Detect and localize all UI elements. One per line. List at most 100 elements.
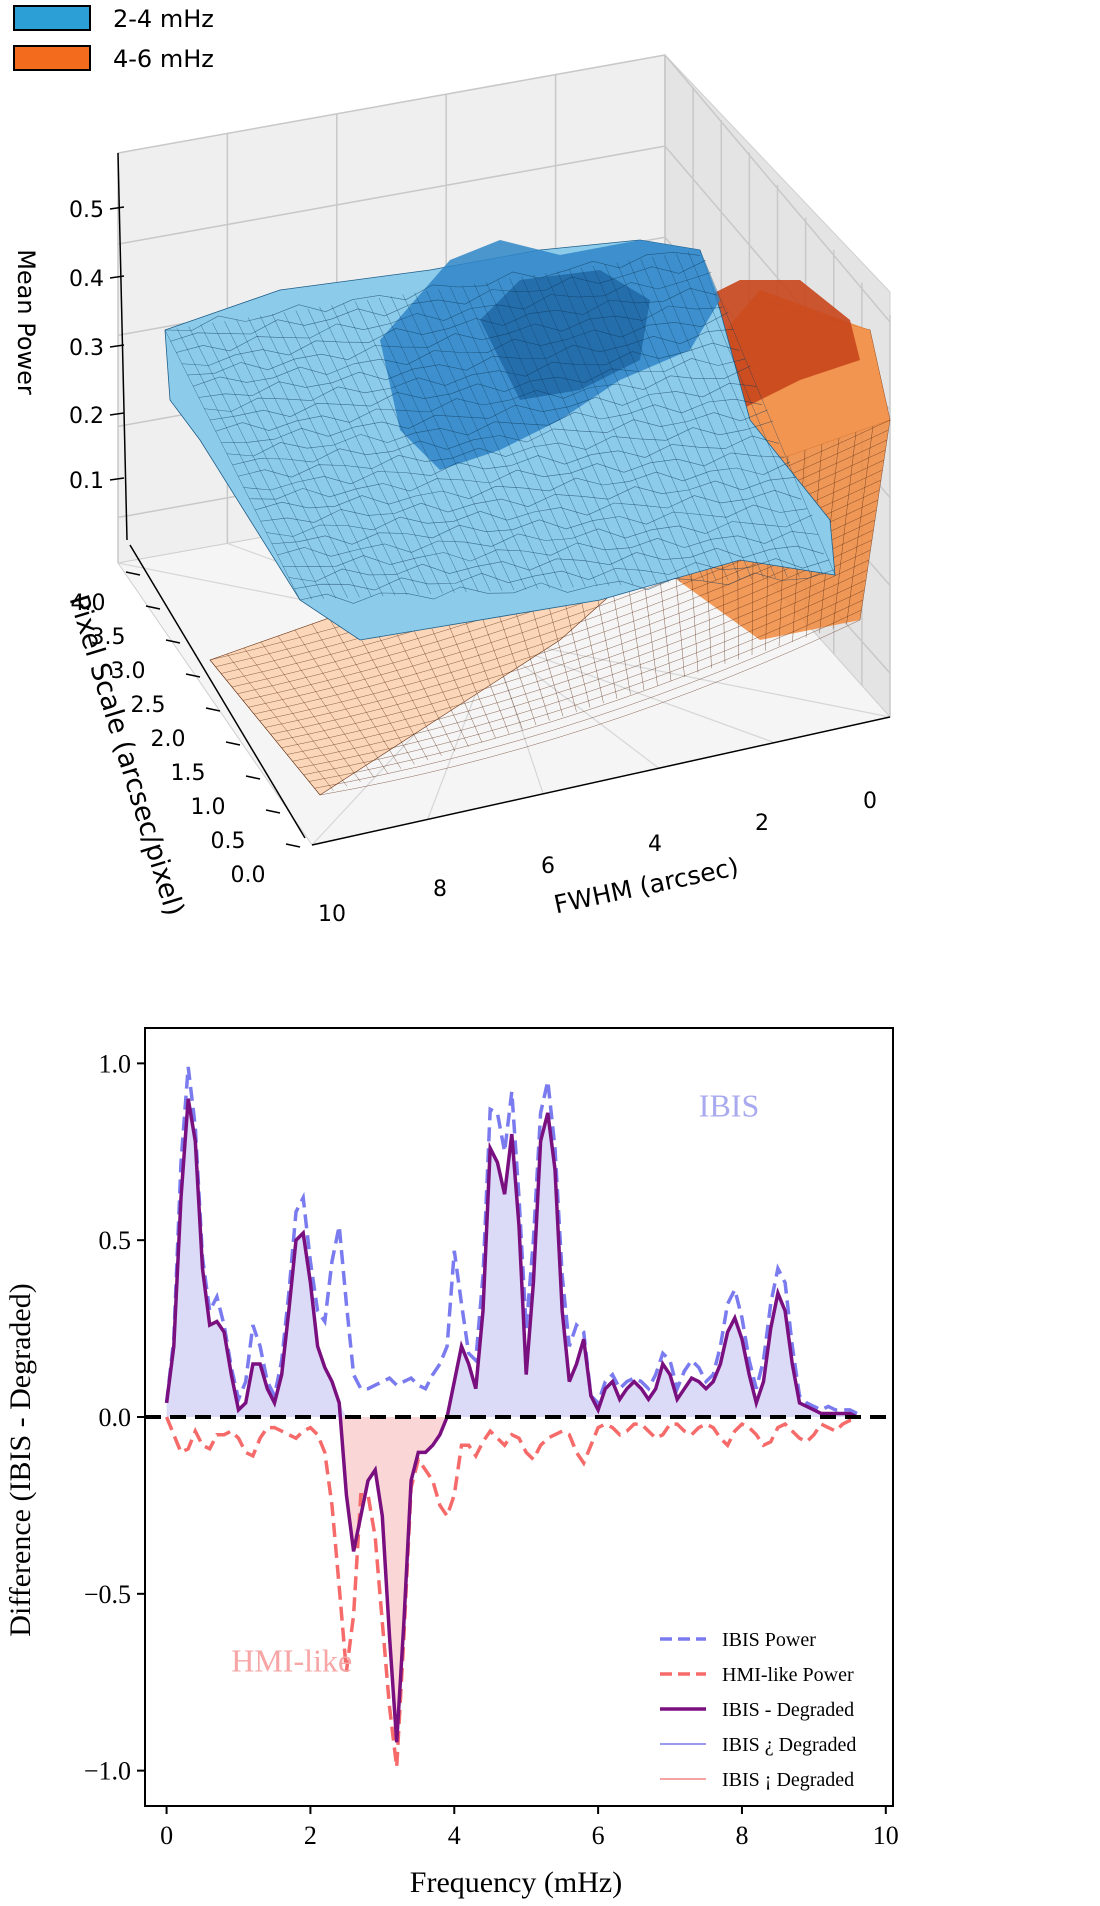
- blue-mesh-line-20: [402, 294, 539, 589]
- z-tick-mark-4: [109, 206, 125, 210]
- blue-mesh-line-18: [378, 297, 515, 591]
- blue-mesh-row-12: [232, 409, 768, 466]
- orange-mesh-line-6: [311, 623, 402, 769]
- orange-mesh-line-5: [294, 629, 388, 774]
- blue-mesh-row-1: [170, 260, 706, 342]
- blue-mesh-line-43: [675, 253, 812, 577]
- frequency-tick-label-3: 6: [592, 1821, 605, 1850]
- blue-mesh-row-4: [187, 305, 723, 376]
- z-tick-mark-0: [109, 477, 125, 481]
- blue-mesh-row-16: [254, 461, 791, 511]
- frequency-tick-label-5: 10: [873, 1821, 899, 1850]
- ibis-less-fill: [166, 1417, 858, 1743]
- blue-mesh-row-9: [215, 365, 751, 432]
- fwhm-tick-label-4: 8: [433, 877, 447, 902]
- frequency-tick-label-2: 4: [448, 1821, 461, 1850]
- pixel-scale-ticks: 0.0 0.5 1.0 1.5 2.0 2.5 3.0 3.5 4.0: [71, 544, 306, 888]
- orange-mesh-line-1: [226, 653, 334, 791]
- difference-fills: [166, 1098, 858, 1743]
- fwhm-ticks: 0 2 4 6 8 10: [311, 716, 891, 927]
- z-tick-mark-1: [109, 412, 125, 416]
- frequency-tick-label-1: 2: [304, 1821, 317, 1850]
- fwhm-tick-label-5: 10: [318, 902, 346, 927]
- blue-mesh-line-6: [236, 319, 372, 597]
- line-legend: IBIS Power HMI-like Power IBIS - Degrade…: [660, 1629, 856, 1791]
- pixel-scale-tick-mark-0: [285, 843, 301, 848]
- z-grid-back-4: [117, 54, 666, 154]
- blue-mesh-line-8: [259, 315, 396, 596]
- z-tick-label-4: 0.5: [69, 198, 104, 223]
- ibis-minus-degraded-line: [164, 1098, 858, 1743]
- z-axis-ticks: 0.1 0.2 0.3 0.4 0.5: [69, 152, 128, 541]
- fwhm-tick-label-0: 0: [863, 789, 877, 814]
- pixel-scale-tick-label-3: 1.5: [171, 761, 206, 786]
- blue-mesh-row-0: [164, 251, 701, 331]
- orange-mesh-row-13: [281, 549, 871, 748]
- blue-mesh-row-19: [271, 504, 807, 545]
- blue-mesh-line-5: [224, 321, 360, 598]
- blue-mesh-row-15: [249, 452, 785, 500]
- pixel-scale-tick-mark-7: [145, 605, 161, 610]
- pixel-scale-tick-label-2: 1.0: [191, 795, 226, 820]
- blue-mesh-row-24: [299, 569, 836, 604]
- blue-mesh-line-44: [687, 251, 824, 576]
- surface-panel: 0.1 0.2 0.3 0.4 0.5 Mean Power 0.0 0.5 1.0 1.5 2…: [12, 5, 891, 927]
- blue-mesh-line-27: [485, 281, 622, 586]
- fwhm-label: FWHM (arcsec): [551, 852, 741, 919]
- legend-hmi-power-label: HMI-like Power: [722, 1664, 854, 1686]
- legend-ibis-minus-label: IBIS - Degraded: [722, 1699, 854, 1721]
- orange-mesh-line-4: [277, 635, 375, 778]
- ibis-annotation: IBIS: [699, 1087, 759, 1123]
- blue-mesh-line-35: [580, 267, 717, 581]
- blue-mesh-line-9: [271, 313, 408, 596]
- z-tick-label-0: 0.1: [69, 469, 104, 494]
- blue-mesh-line-14: [331, 305, 467, 593]
- blue-mesh-row-14: [243, 435, 779, 491]
- surface-2-4mhz: [164, 239, 836, 641]
- legend-label-2-4mhz: 2-4 mHz: [113, 5, 214, 33]
- frequency-ticks: 0 2 4 6 8 10: [160, 1806, 899, 1850]
- legend-ibis-power-label: IBIS Power: [722, 1629, 816, 1651]
- frequency-tick-label-0: 0: [160, 1821, 173, 1850]
- difference-tick-label-4: 1.0: [99, 1049, 132, 1078]
- blue-mesh-line-42: [664, 255, 800, 577]
- pixel-scale-tick-label-5: 2.5: [131, 693, 166, 718]
- blue-mesh-row-3: [181, 287, 717, 366]
- blue-mesh-line-37: [604, 264, 741, 580]
- pixel-scale-tick-mark-4: [205, 707, 221, 712]
- z-grid-back-3: [117, 145, 666, 245]
- blue-mesh-line-7: [247, 317, 384, 597]
- orange-mesh-row-17: [303, 589, 865, 775]
- fwhm-tick-label-1: 2: [755, 811, 769, 836]
- orange-mesh-line-39: [846, 425, 874, 625]
- orange-mesh-row-20: [319, 619, 861, 796]
- z-tick-mark-3: [109, 275, 125, 279]
- blue-mesh-line-3: [200, 324, 336, 599]
- surface-legend: 2-4 mHz 4-6 mHz: [13, 5, 214, 73]
- difference-ticks: −1.0 −0.5 0.0 0.5 1.0: [84, 1049, 145, 1786]
- difference-tick-label-2: 0.0: [99, 1403, 132, 1432]
- blue-mesh-line-17: [366, 299, 503, 591]
- orange-mesh-row-15: [292, 569, 868, 762]
- difference-tick-label-3: 0.5: [99, 1226, 132, 1255]
- hmi-like-annotation: HMI-like: [231, 1643, 352, 1679]
- blue-mesh-line-15: [343, 303, 479, 592]
- blue-mesh-row-23: [294, 558, 830, 591]
- blue-mesh-row-20: [277, 514, 813, 557]
- blue-mesh-row-10: [221, 382, 757, 443]
- orange-mesh-row-12: [275, 539, 873, 742]
- blue-mesh-row-13: [238, 420, 774, 478]
- orange-mesh-row-11: [270, 529, 874, 735]
- hmi-like-power-line: [164, 1416, 857, 1768]
- fwhm-tick-label-2: 4: [648, 832, 662, 857]
- blue-mesh-line-45: [699, 249, 836, 576]
- fwhm-axis-line: [311, 716, 891, 846]
- blue-mesh-line-36: [592, 265, 729, 581]
- blue-mesh-line-2: [188, 326, 325, 599]
- blue-mesh-line-1: [176, 328, 313, 600]
- blue-mesh-row-11: [226, 398, 762, 457]
- legend-label-4-6mhz: 4-6 mHz: [113, 45, 214, 73]
- blue-mesh-line-41: [652, 257, 788, 578]
- legend-ibis-greater-label: IBIS ¿ Degraded: [722, 1734, 856, 1756]
